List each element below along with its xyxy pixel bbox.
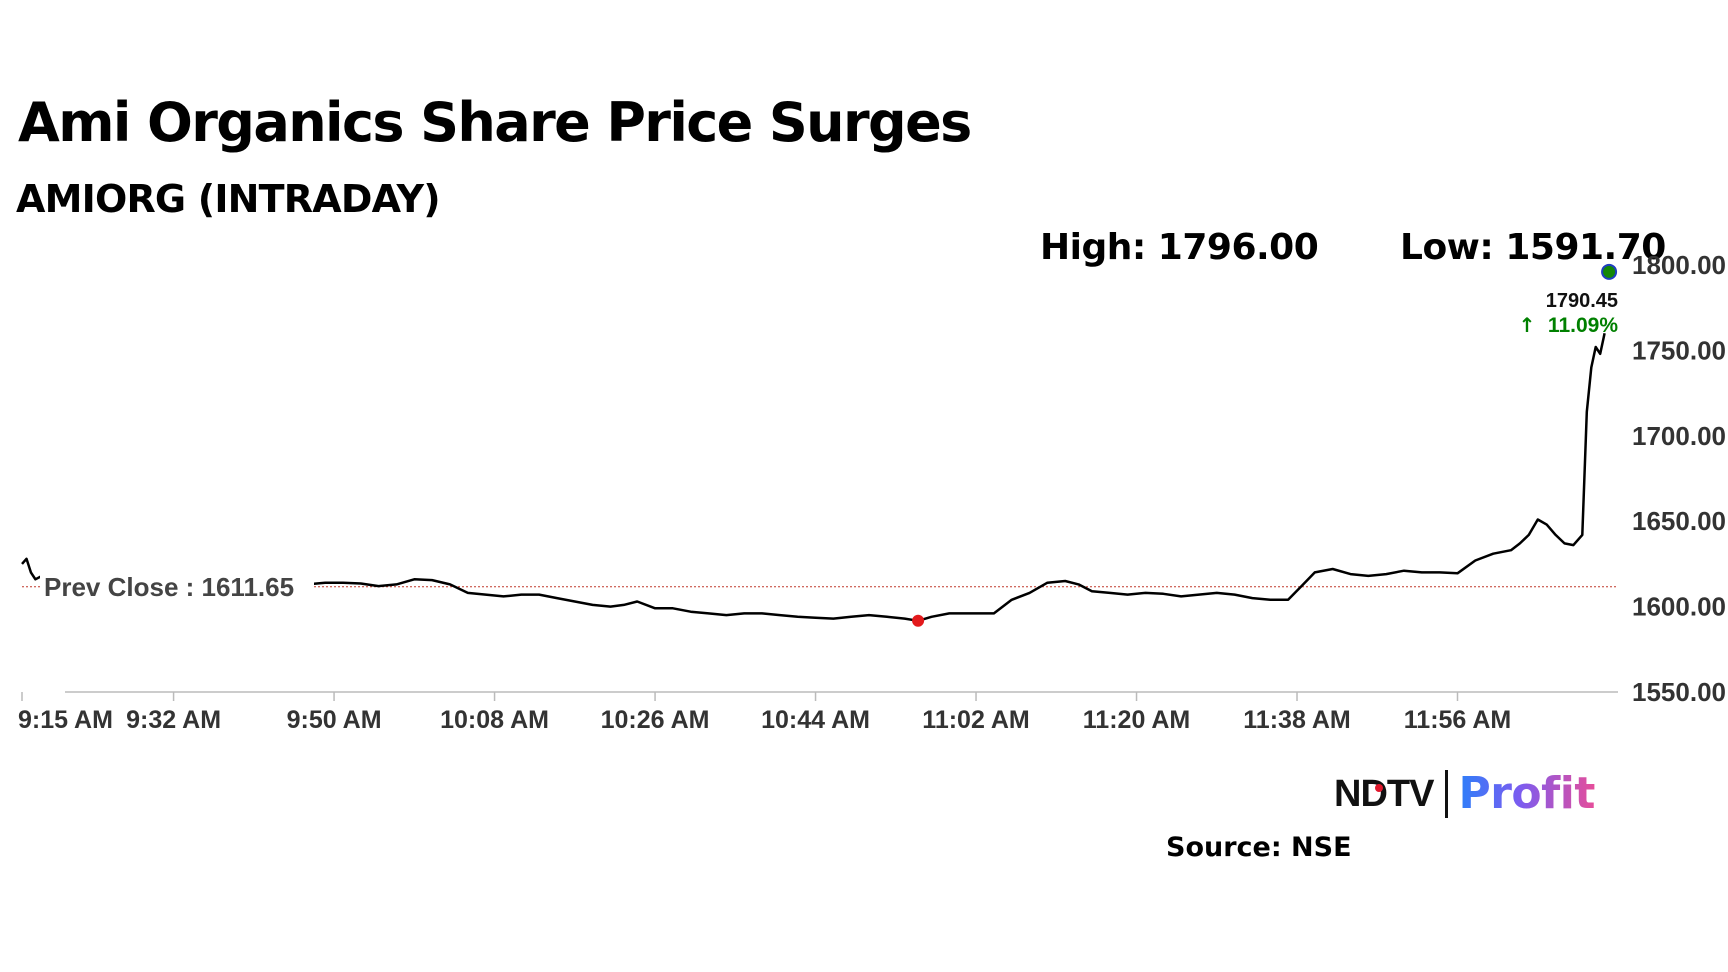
last-price-marker: [1601, 263, 1618, 280]
y-tick-label: 1700.00: [1632, 421, 1726, 451]
source-note: Source: NSE: [1166, 832, 1352, 863]
x-tick-label: 11:02 AM: [922, 706, 1029, 734]
last-price-label: 1790.45: [1546, 290, 1618, 312]
y-tick-label: 1600.00: [1632, 592, 1726, 622]
y-tick-label: 1650.00: [1632, 506, 1726, 536]
percent-change-label: 11.09%: [1548, 314, 1618, 337]
x-tick-label: 9:50 AM: [287, 706, 382, 734]
day-low-marker: [912, 614, 925, 627]
logo-divider: [1445, 770, 1449, 818]
chart-subtitle: AMIORG (INTRADAY): [16, 177, 441, 221]
prev-close-label-background: [40, 571, 314, 603]
profit-wordmark: Profit: [1458, 768, 1595, 819]
ndtv-wordmark: NDTV: [1334, 773, 1434, 815]
chart-title: Ami Organics Share Price Surges: [18, 91, 972, 154]
day-low-stat: Low: 1591.70: [1400, 227, 1666, 268]
x-tick-label: 10:26 AM: [601, 706, 710, 734]
y-tick-label: 1550.00: [1632, 677, 1726, 707]
y-tick-label: 1800.00: [1632, 250, 1726, 280]
y-tick-label: 1750.00: [1632, 335, 1726, 365]
x-tick-label: 9:32 AM: [126, 706, 221, 734]
x-tick-label: 10:08 AM: [440, 706, 549, 734]
day-high-stat: High: 1796.00: [1040, 227, 1319, 268]
logo-red-dot: [1375, 784, 1383, 792]
up-arrow-icon: ↑: [1519, 313, 1536, 337]
x-tick-label: 11:56 AM: [1404, 706, 1511, 734]
x-tick-label: 10:44 AM: [761, 706, 870, 734]
x-tick-label: 9:15 AM: [18, 706, 113, 734]
prev-close-label: Prev Close : 1611.65: [44, 572, 294, 602]
x-tick-label: 11:38 AM: [1243, 706, 1350, 734]
x-tick-label: 11:20 AM: [1083, 706, 1190, 734]
ndtv-profit-logo: NDTV Profit: [1334, 770, 1595, 818]
